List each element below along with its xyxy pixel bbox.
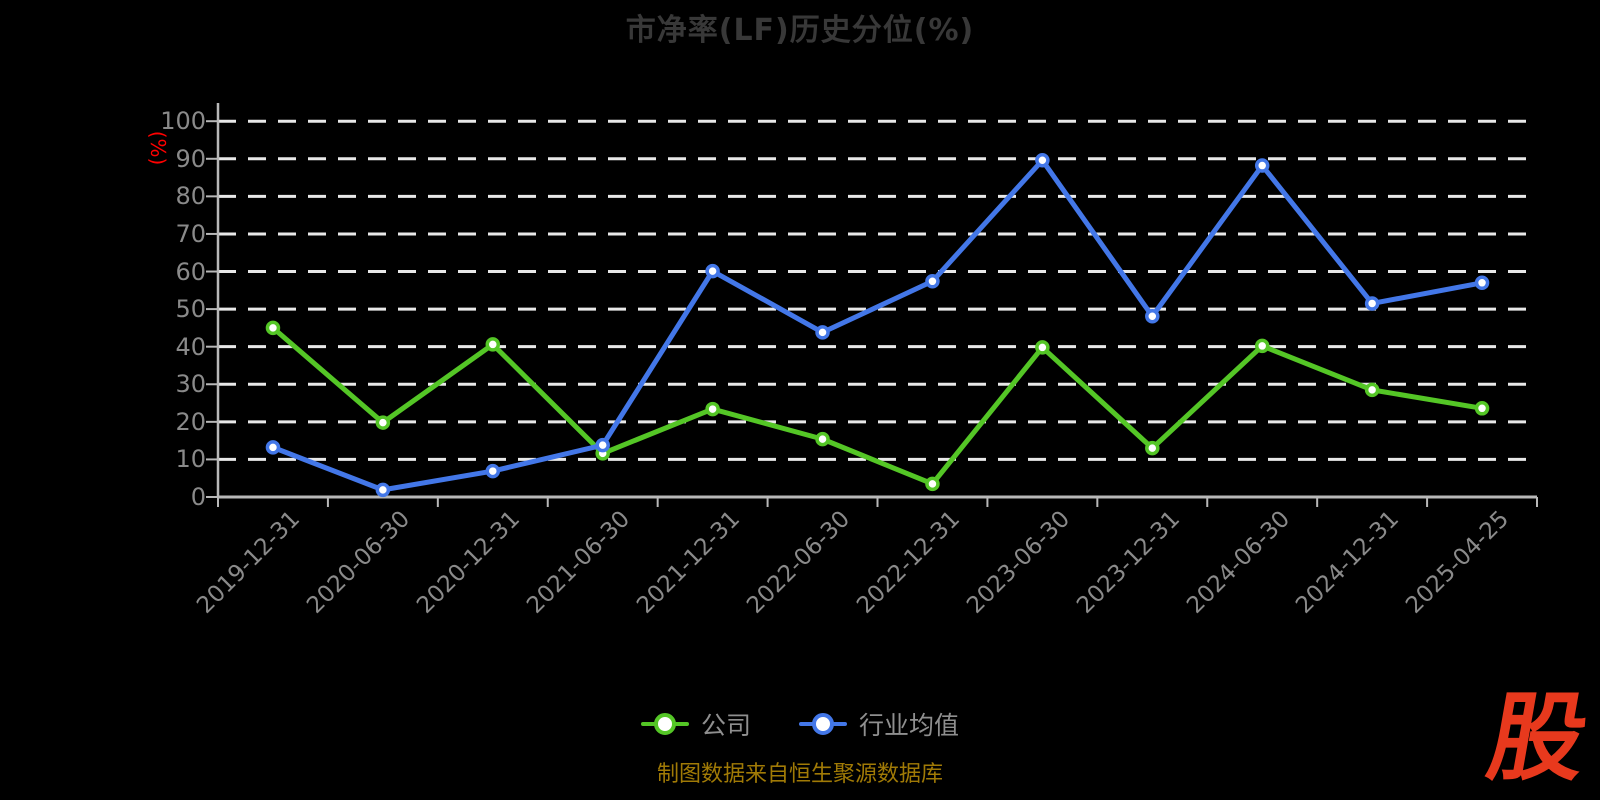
data-point-marker[interactable] <box>705 263 720 279</box>
data-point-marker[interactable] <box>1474 401 1490 416</box>
data-point-marker[interactable] <box>1145 308 1160 324</box>
y-tick-label: 90 <box>175 144 206 173</box>
y-tick-label: 100 <box>160 107 206 136</box>
y-tick-label: 60 <box>175 257 206 286</box>
data-point-marker[interactable] <box>815 325 830 340</box>
data-point-marker[interactable] <box>705 401 720 417</box>
data-point-marker[interactable] <box>1254 338 1270 354</box>
data-point-marker[interactable] <box>1035 153 1050 168</box>
data-point-marker[interactable] <box>925 476 940 492</box>
y-tick-label: 80 <box>175 182 206 211</box>
data-point-marker[interactable] <box>1474 275 1490 291</box>
data-point-marker[interactable] <box>595 437 610 453</box>
y-tick-label: 40 <box>175 332 206 361</box>
data-point-marker[interactable] <box>1035 340 1050 355</box>
y-tick-label: 20 <box>175 407 206 436</box>
y-tick-label: 30 <box>175 370 206 399</box>
y-tick-label: 50 <box>175 295 206 324</box>
data-point-marker[interactable] <box>375 482 391 498</box>
data-source-note: 制图数据来自恒生聚源数据库 <box>656 762 943 787</box>
y-tick-label: 0 <box>190 483 206 511</box>
legend-label: 行业均值 <box>859 711 960 740</box>
chart-title: 市净率(LF)历史分位(%) <box>625 13 975 48</box>
series-line-行业均值[interactable] <box>270 157 1485 493</box>
y-tick-label: 10 <box>175 445 206 474</box>
legend-item-公司[interactable]: 公司 <box>640 706 751 742</box>
data-point-marker[interactable] <box>375 415 391 430</box>
data-point-marker[interactable] <box>1364 296 1380 311</box>
legend-label: 公司 <box>700 711 751 740</box>
data-point-marker[interactable] <box>1145 440 1160 456</box>
series-line-公司[interactable] <box>270 325 1485 487</box>
data-point-marker[interactable] <box>265 440 281 455</box>
legend-marker-icon <box>640 713 689 735</box>
y-tick-label: 70 <box>175 219 206 248</box>
brand-logo: 股 <box>1480 682 1596 794</box>
data-point-marker[interactable] <box>815 431 830 447</box>
legend-item-行业均值[interactable]: 行业均值 <box>799 706 959 742</box>
data-point-marker[interactable] <box>485 337 501 352</box>
legend: 公司 行业均值 <box>0 706 1600 742</box>
data-point-marker[interactable] <box>1364 382 1380 398</box>
data-point-marker[interactable] <box>925 274 940 289</box>
data-point-marker[interactable] <box>1254 158 1270 173</box>
data-point-marker[interactable] <box>265 320 281 336</box>
legend-marker-icon <box>799 713 847 735</box>
data-point-marker[interactable] <box>485 463 501 479</box>
